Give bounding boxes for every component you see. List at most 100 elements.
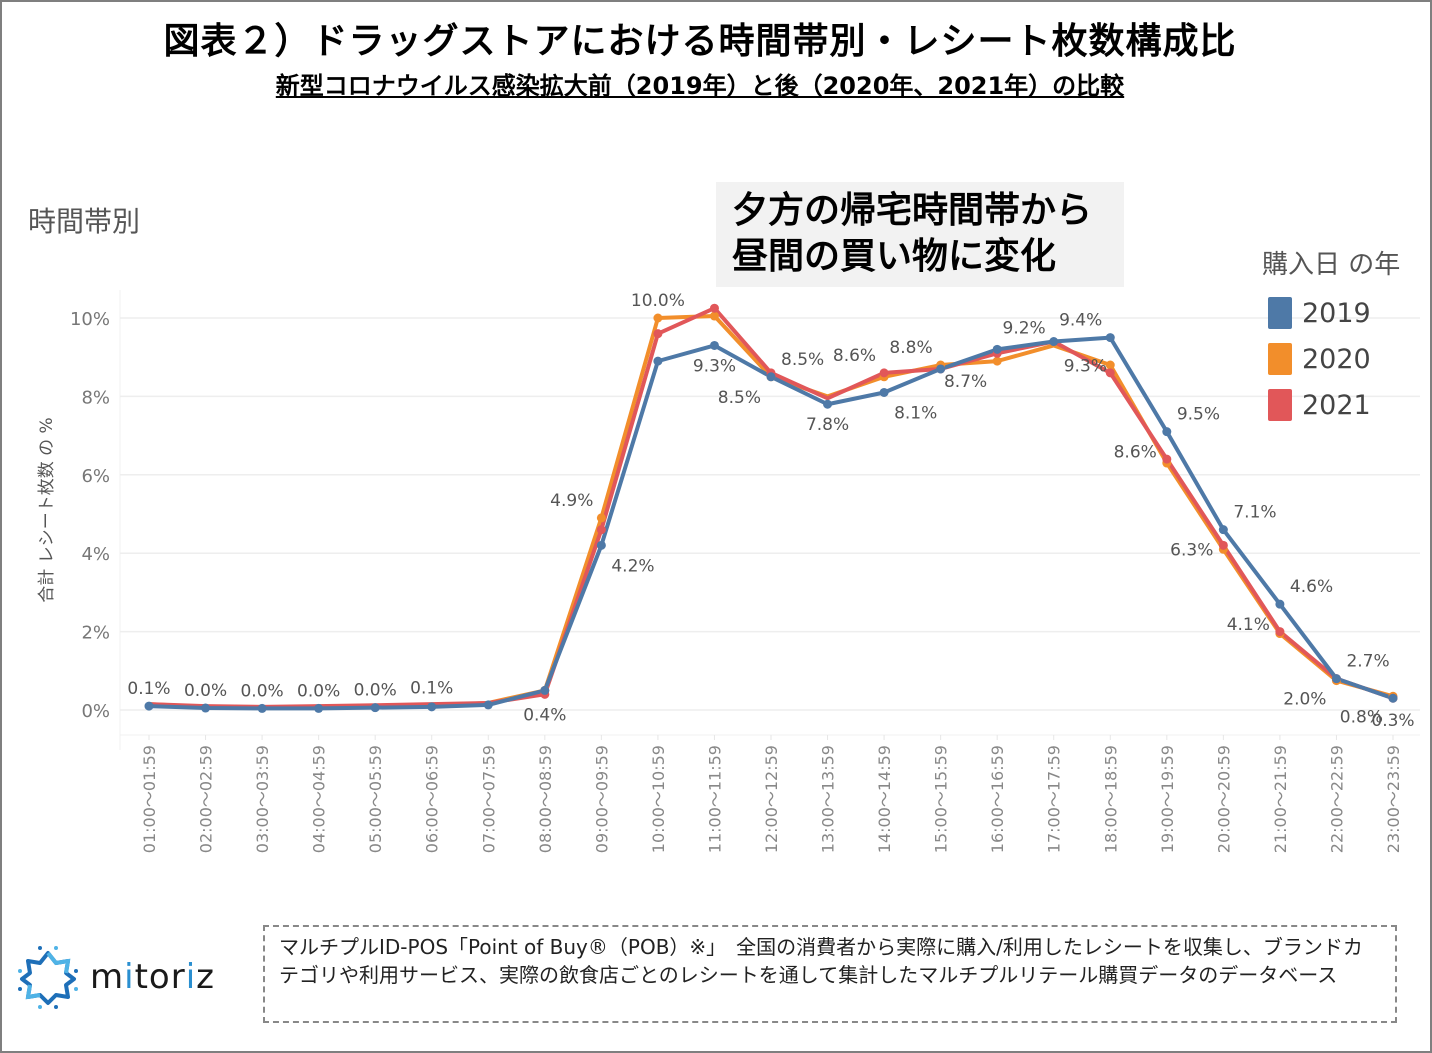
data-label: 7.8% xyxy=(806,415,849,435)
data-label: 4.1% xyxy=(1227,615,1270,635)
legend-swatch-2019 xyxy=(1268,297,1292,329)
legend-label: 2021 xyxy=(1302,389,1371,421)
data-label: 6.3% xyxy=(1170,541,1213,561)
y-tick-label: 8% xyxy=(81,387,110,408)
data-point-2019 xyxy=(1331,674,1341,684)
data-source-note: マルチプルID-POS「Point of Buy®（POB）※」 全国の消費者か… xyxy=(263,925,1397,1023)
data-label: 0.1% xyxy=(410,678,453,698)
data-label: 9.2% xyxy=(1003,318,1046,338)
data-label: 2.7% xyxy=(1346,652,1389,672)
data-point-2021 xyxy=(879,368,889,378)
legend-item-2021[interactable]: 2021 xyxy=(1262,387,1400,423)
data-point-2019 xyxy=(370,703,380,713)
data-point-2021 xyxy=(709,303,719,313)
x-tick-label: 20:00～20:59 xyxy=(1214,745,1233,853)
data-point-2020 xyxy=(653,313,663,323)
legend: 購入日 の年 2019 2020 2021 xyxy=(1262,244,1400,433)
data-label: 8.7% xyxy=(944,372,987,392)
x-tick-label: 15:00～15:59 xyxy=(932,745,951,853)
data-point-2021 xyxy=(596,525,606,535)
data-point-2019 xyxy=(653,356,663,366)
x-tick-label: 16:00～16:59 xyxy=(988,745,1007,853)
data-label: 8.8% xyxy=(889,338,932,358)
legend-swatch-2021 xyxy=(1268,389,1292,421)
x-tick-label: 19:00～19:59 xyxy=(1158,745,1177,853)
data-label: 0.0% xyxy=(240,681,283,701)
legend-swatch-2020 xyxy=(1268,343,1292,375)
section-label: 時間帯別 xyxy=(28,205,141,238)
data-label: 2.0% xyxy=(1283,690,1326,710)
data-label: 0.1% xyxy=(127,679,170,699)
data-point-2019 xyxy=(201,703,211,713)
data-label: 9.3% xyxy=(693,356,736,376)
y-tick-label: 6% xyxy=(81,466,110,487)
legend-label: 2020 xyxy=(1302,343,1371,375)
y-tick-label: 0% xyxy=(81,701,110,722)
data-label: 0.0% xyxy=(184,681,227,701)
y-tick-label: 2% xyxy=(81,623,110,644)
x-tick-label: 09:00～09:59 xyxy=(592,745,611,853)
y-tick-label: 10% xyxy=(70,309,110,330)
data-point-2020 xyxy=(1105,360,1115,370)
data-point-2020 xyxy=(992,356,1002,366)
data-point-2019 xyxy=(992,344,1002,354)
data-point-2019 xyxy=(540,685,550,695)
x-tick-label: 08:00～08:59 xyxy=(536,745,555,853)
x-tick-label: 17:00～17:59 xyxy=(1045,745,1064,853)
data-label: 9.4% xyxy=(1059,311,1102,331)
data-point-2019 xyxy=(1275,599,1285,609)
x-tick-label: 13:00～13:59 xyxy=(819,745,838,853)
callout-box: 夕方の帰宅時間帯から 昼間の買い物に変化 xyxy=(716,182,1124,287)
data-point-2019 xyxy=(483,700,493,710)
x-tick-label: 10:00～10:59 xyxy=(649,745,668,853)
data-label: 4.6% xyxy=(1290,577,1333,597)
data-label: 8.5% xyxy=(781,350,824,370)
mitoriz-logo: mitoriz xyxy=(18,945,215,1009)
data-point-2021 xyxy=(1162,454,1172,464)
x-tick-label: 14:00～14:59 xyxy=(875,745,894,853)
legend-label: 2019 xyxy=(1302,297,1371,329)
data-label: 4.9% xyxy=(550,491,593,511)
data-label: 8.6% xyxy=(833,346,876,366)
data-point-2019 xyxy=(144,701,154,711)
figure-subtitle: 新型コロナウイルス感染拡大前（2019年）と後（2020年、2021年）の比較 xyxy=(275,72,1125,100)
x-tick-label: 11:00～11:59 xyxy=(705,745,724,853)
data-point-2019 xyxy=(427,702,437,712)
data-point-2020 xyxy=(596,513,606,523)
callout-line-1: 夕方の帰宅時間帯から xyxy=(732,190,1093,231)
data-label: 4.2% xyxy=(611,556,654,576)
data-label: 7.1% xyxy=(1233,503,1276,523)
data-label: 0.3% xyxy=(1371,711,1414,731)
data-label: 0.0% xyxy=(354,681,397,701)
data-point-2019 xyxy=(314,703,324,713)
figure-title: 図表２）ドラッグストアにおける時間帯別・レシート枚数構成比 xyxy=(163,21,1237,62)
legend-item-2019[interactable]: 2019 xyxy=(1262,295,1400,331)
data-point-2019 xyxy=(1388,693,1398,703)
legend-item-2020[interactable]: 2020 xyxy=(1262,341,1400,377)
x-tick-label: 04:00～04:59 xyxy=(310,745,329,853)
data-point-2019 xyxy=(879,387,889,397)
x-tick-label: 02:00～02:59 xyxy=(197,745,216,853)
callout-line-2: 昼間の買い物に変化 xyxy=(732,236,1057,277)
x-tick-label: 23:00～23:59 xyxy=(1384,745,1403,853)
data-point-2021 xyxy=(1105,368,1115,378)
data-point-2019 xyxy=(766,372,776,382)
x-tick-label: 21:00～21:59 xyxy=(1271,745,1290,853)
sun-logo-icon xyxy=(18,946,78,1009)
data-point-2019 xyxy=(936,364,946,374)
data-point-2019 xyxy=(596,540,606,550)
data-label: 0.4% xyxy=(523,705,566,725)
data-label: 9.5% xyxy=(1177,405,1220,425)
data-point-2019 xyxy=(1049,337,1059,347)
data-label: 8.1% xyxy=(894,403,937,423)
data-point-2020 xyxy=(709,311,719,321)
x-tick-label: 06:00～06:59 xyxy=(423,745,442,853)
data-point-2019 xyxy=(1218,525,1228,535)
data-point-2021 xyxy=(1218,540,1228,550)
x-tick-label: 18:00～18:59 xyxy=(1101,745,1120,853)
x-tick-label: 07:00～07:59 xyxy=(479,745,498,853)
x-tick-label: 22:00～22:59 xyxy=(1327,745,1346,853)
data-point-2021 xyxy=(653,329,663,339)
x-tick-label: 01:00～01:59 xyxy=(140,745,159,853)
